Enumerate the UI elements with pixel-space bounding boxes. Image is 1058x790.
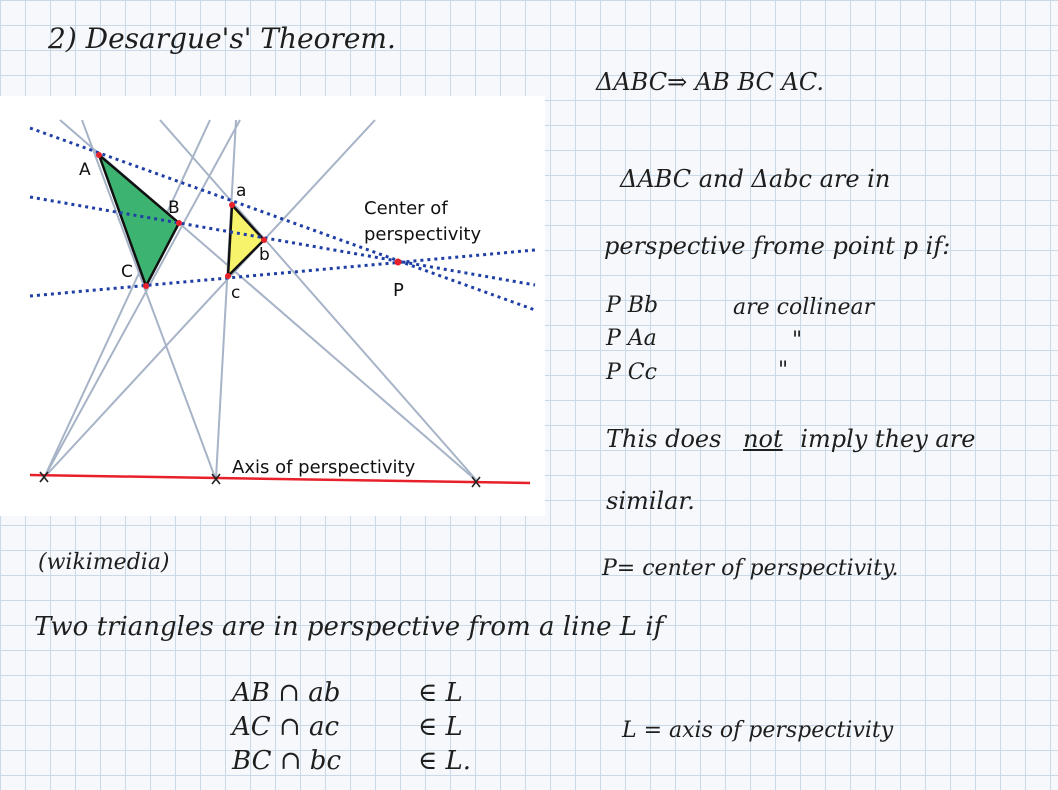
- grey-line: [159, 119, 479, 483]
- grey-line: [43, 119, 241, 479]
- grey-line: [43, 119, 211, 479]
- cross-mark: [211, 473, 221, 485]
- label-axis: Axis of perspectivity: [232, 457, 416, 478]
- triangle-sides-note: ΔABC⇒ AB BC AC.: [596, 68, 824, 96]
- row-points: P Cc: [606, 360, 657, 385]
- source-note: (wikimedia): [38, 550, 170, 575]
- figure-canvas: A B C a b c Center of perspectivity P Ax…: [29, 119, 536, 488]
- label-C: C: [121, 262, 133, 282]
- axis-crossings: [39, 471, 481, 488]
- note-post: imply they are: [800, 425, 976, 453]
- dotted-lines: [29, 126, 536, 312]
- desargues-figure: A B C a b c Center of perspectivity P Ax…: [0, 96, 545, 516]
- label-P: P: [393, 280, 404, 301]
- intersection-member: ∈ L: [418, 712, 463, 742]
- label-a: a: [236, 181, 246, 201]
- center-definition: P= center of perspectivity.: [602, 556, 899, 581]
- similarity-note: This does not imply they are: [606, 425, 975, 453]
- triangle-ABC: [96, 151, 181, 290]
- line-perspective-heading: Two triangles are in perspective from a …: [34, 612, 664, 642]
- dotted-line-PB: [29, 195, 536, 287]
- row-points: P Aa: [606, 326, 657, 351]
- label-center-line2: perspectivity: [364, 224, 481, 245]
- label-B: B: [168, 198, 180, 218]
- ditto-mark: ": [778, 358, 789, 383]
- grey-lines: [39, 119, 479, 483]
- vertex-a: [229, 202, 235, 208]
- axis-definition: L = axis of perspectivity: [622, 718, 894, 743]
- intersection-pair: AB ∩ ab: [232, 678, 341, 708]
- vertex-A: [96, 152, 102, 158]
- vertex-B: [176, 220, 182, 226]
- label-center-line1: Center of: [364, 198, 448, 219]
- label-c: c: [231, 283, 240, 303]
- vertex-points: [96, 152, 402, 289]
- row-points: P Bb: [606, 293, 659, 318]
- label-b: b: [259, 245, 270, 265]
- definition-line1: ΔABC and Δabc are in: [620, 165, 891, 193]
- vertex-c: [225, 273, 231, 279]
- point-P: [394, 258, 402, 266]
- intersection-pair: AC ∩ ac: [232, 712, 340, 742]
- grey-line: [215, 119, 237, 479]
- axis-line: [29, 473, 531, 485]
- intersection-member: ∈ L.: [418, 746, 472, 776]
- page-title: 2) Desargue's' Theorem.: [48, 22, 396, 55]
- triangle-abc: [226, 201, 266, 280]
- note-emphasis: not: [743, 425, 783, 453]
- row-text: are collinear: [733, 295, 875, 320]
- vertex-C: [143, 283, 149, 289]
- intersection-member: ∈ L: [418, 678, 463, 708]
- cross-mark: [39, 471, 49, 483]
- intersection-pair: BC ∩ bc: [232, 746, 342, 776]
- definition-line2: perspective frome point p if:: [604, 232, 951, 260]
- grey-line: [81, 119, 217, 481]
- vertex-b: [261, 237, 267, 243]
- ditto-mark: ": [792, 328, 803, 353]
- label-A: A: [79, 160, 91, 180]
- dotted-line-PC: [29, 248, 536, 298]
- grey-line: [39, 119, 376, 483]
- cross-mark: [471, 476, 481, 488]
- similarity-note-line2: similar.: [606, 487, 695, 515]
- dotted-line-PA: [29, 126, 536, 312]
- note-pre: This does: [606, 425, 722, 453]
